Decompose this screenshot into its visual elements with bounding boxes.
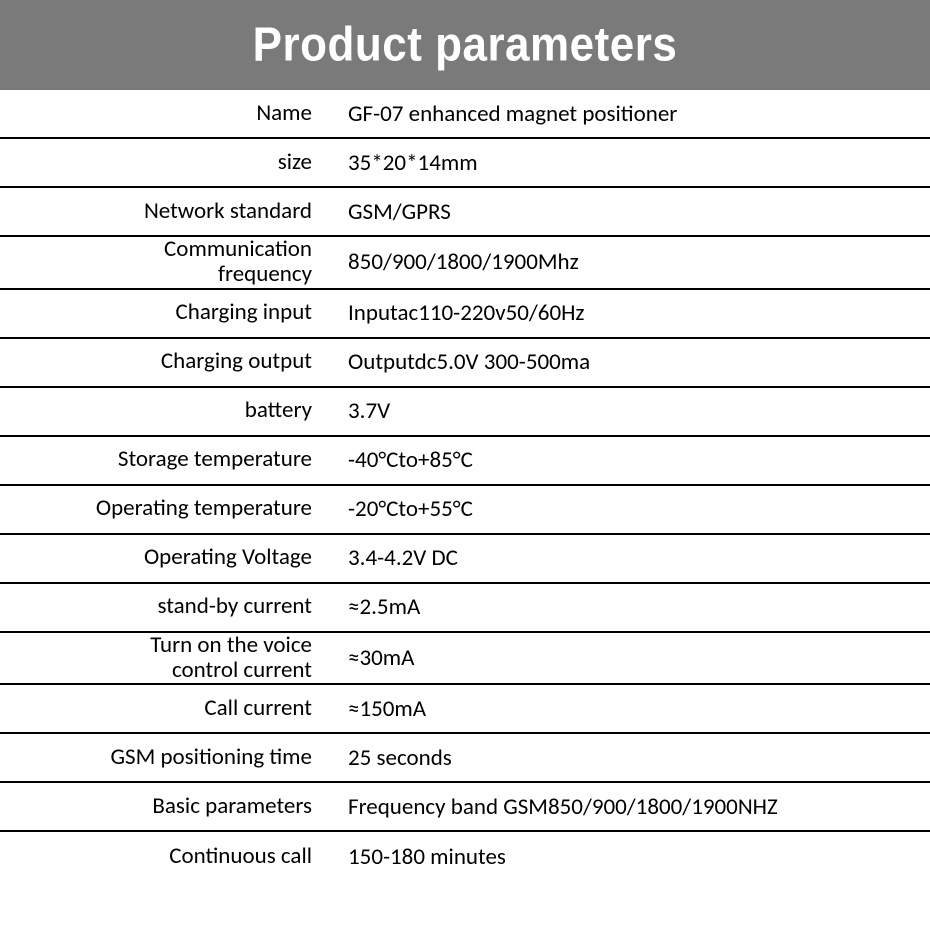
param-value: 3.7V — [330, 397, 930, 425]
param-value: -20°Cto+55°C — [330, 495, 930, 523]
table-row: Network standard GSM/GPRS — [0, 188, 930, 237]
header-bar: Product parameters — [0, 0, 930, 90]
param-value: 3.4-4.2V DC — [330, 544, 930, 572]
table-row: Continuous call 150-180 minutes — [0, 832, 930, 881]
param-value: ≈150mA — [330, 695, 930, 723]
param-label: Continuous call — [0, 844, 330, 869]
param-label: size — [0, 150, 330, 175]
table-row: Operating temperature -20°Cto+55°C — [0, 486, 930, 535]
table-row: Communication frequency 850/900/1800/190… — [0, 237, 930, 290]
param-label: Basic parameters — [0, 794, 330, 819]
param-label: Call current — [0, 696, 330, 721]
param-value: GF-07 enhanced magnet positioner — [330, 100, 930, 128]
table-row: Name GF-07 enhanced magnet positioner — [0, 90, 930, 139]
param-label: battery — [0, 398, 330, 423]
param-value: 850/900/1800/1900Mhz — [330, 248, 930, 276]
param-label: stand-by current — [0, 594, 330, 619]
param-label: Charging input — [0, 300, 330, 325]
table-row: GSM positioning time 25 seconds — [0, 734, 930, 783]
param-value: ≈30mA — [330, 644, 930, 672]
param-value: GSM/GPRS — [330, 198, 930, 226]
param-value: Outputdc5.0V 300-500ma — [330, 348, 930, 376]
table-row: Charging output Outputdc5.0V 300-500ma — [0, 339, 930, 388]
param-label: Charging output — [0, 349, 330, 374]
param-value: 25 seconds — [330, 744, 930, 772]
parameters-table: Name GF-07 enhanced magnet positioner si… — [0, 90, 930, 881]
param-label: Communication frequency — [0, 237, 330, 288]
table-row: Turn on the voice control current ≈30mA — [0, 633, 930, 686]
page-title: Product parameters — [253, 18, 678, 73]
table-row: battery 3.7V — [0, 388, 930, 437]
table-row: size 35*20*14mm — [0, 139, 930, 188]
param-label: Operating Voltage — [0, 545, 330, 570]
param-label: Storage temperature — [0, 447, 330, 472]
table-row: Call current ≈150mA — [0, 685, 930, 734]
param-value: 150-180 minutes — [330, 843, 930, 871]
param-label: GSM positioning time — [0, 745, 330, 770]
table-row: Operating Voltage 3.4-4.2V DC — [0, 535, 930, 584]
param-label: Turn on the voice control current — [0, 633, 330, 684]
table-row: Basic parameters Frequency band GSM850/9… — [0, 783, 930, 832]
param-label: Network standard — [0, 199, 330, 224]
table-row: Charging input Inputac110-220v50/60Hz — [0, 290, 930, 339]
param-value: ≈2.5mA — [330, 593, 930, 621]
param-label: Name — [0, 101, 330, 126]
param-value: -40°Cto+85°C — [330, 446, 930, 474]
table-row: stand-by current ≈2.5mA — [0, 584, 930, 633]
param-value: 35*20*14mm — [330, 149, 930, 177]
param-value: Frequency band GSM850/900/1800/1900NHZ — [330, 793, 930, 821]
param-value: Inputac110-220v50/60Hz — [330, 299, 930, 327]
param-label: Operating temperature — [0, 496, 330, 521]
table-row: Storage temperature -40°Cto+85°C — [0, 437, 930, 486]
